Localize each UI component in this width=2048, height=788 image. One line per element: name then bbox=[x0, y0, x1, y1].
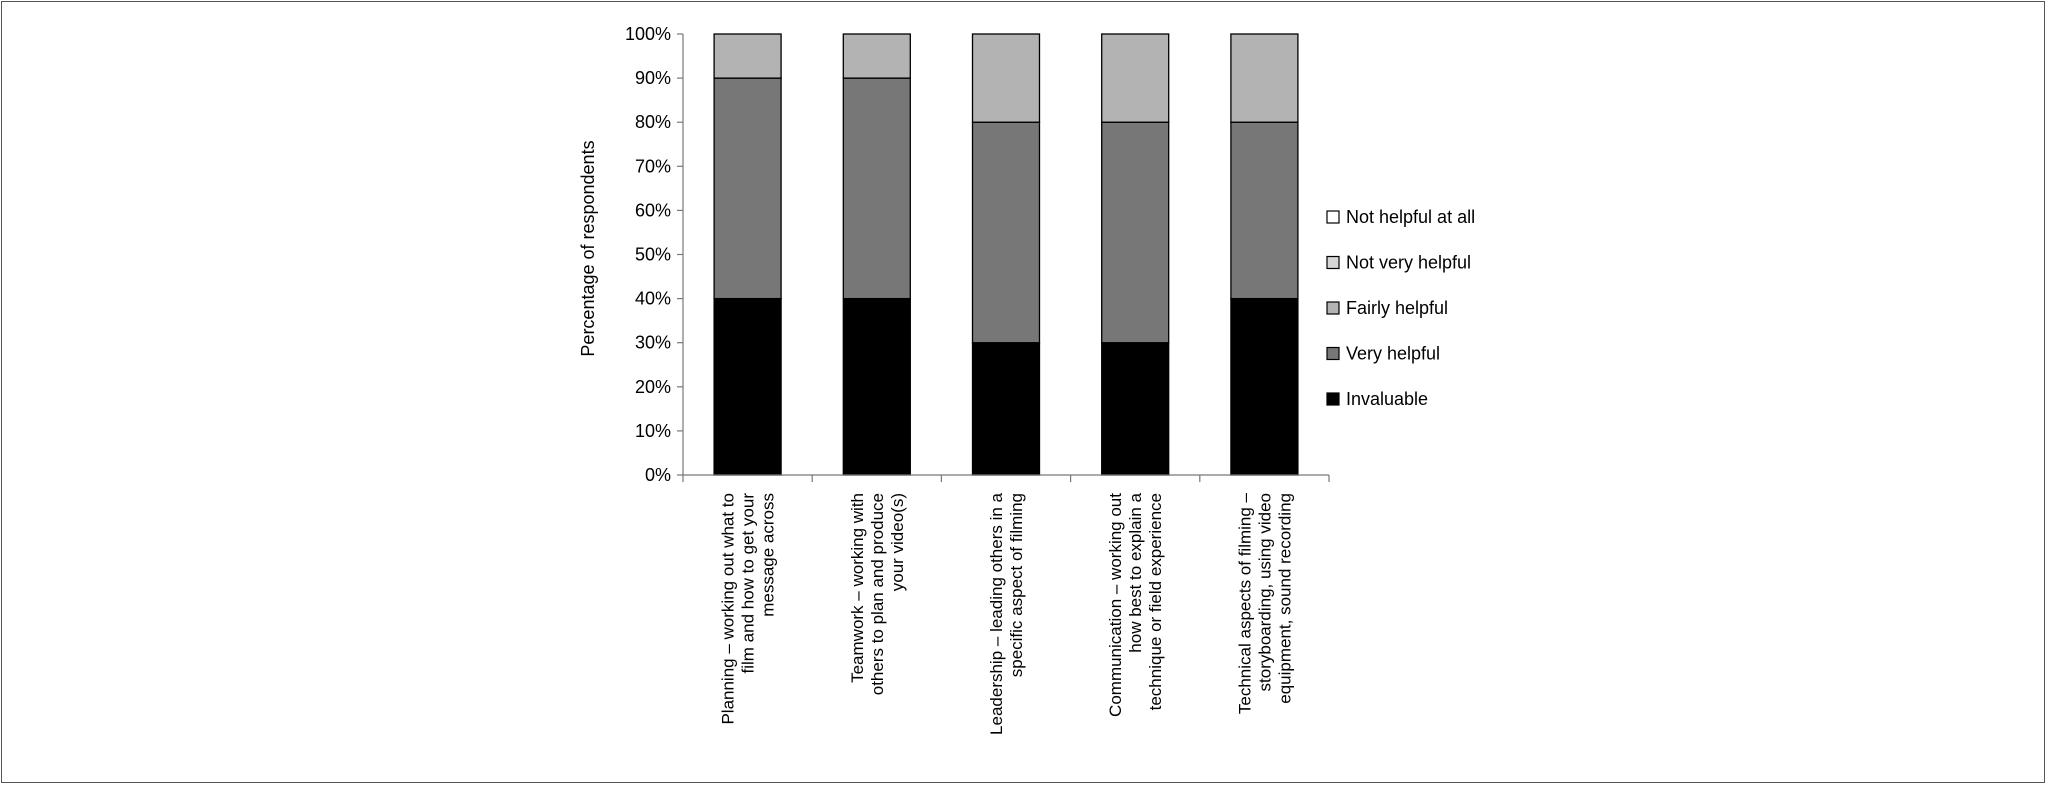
bar-segment-fairly-helpful-cat4 bbox=[1101, 33, 1170, 123]
bar-segment-very-helpful-cat2 bbox=[842, 77, 911, 300]
bar-segment-fairly-helpful-cat1 bbox=[713, 33, 782, 79]
legend-swatch bbox=[1326, 392, 1340, 406]
legend: Not helpful at all Not very helpful Fairly… bbox=[1326, 207, 1475, 409]
bar-segment-invaluable-cat1 bbox=[713, 297, 782, 476]
bar-segment-invaluable-cat5 bbox=[1230, 297, 1299, 476]
bar-segment-invaluable-cat3 bbox=[971, 342, 1041, 476]
legend-item-not-helpful-at-all: Not helpful at all bbox=[1326, 207, 1475, 227]
legend-swatch bbox=[1326, 301, 1340, 315]
y-axis-title: Percentage of respondents bbox=[578, 140, 598, 356]
y-tick-label: 60% bbox=[635, 200, 671, 220]
category-label-line: equipment, sound recording bbox=[1275, 493, 1294, 704]
category-label-5: Technical aspects of filming – storyboard… bbox=[1235, 492, 1294, 714]
legend-item-invaluable: Invaluable bbox=[1326, 389, 1428, 409]
legend-swatch bbox=[1326, 210, 1340, 224]
legend-label: Fairly helpful bbox=[1346, 298, 1448, 318]
legend-label: Very helpful bbox=[1346, 344, 1440, 364]
bars-layer bbox=[713, 33, 1299, 476]
category-label-1: Planning – working out what to film and h… bbox=[719, 493, 778, 725]
category-label-line: Communication – working out bbox=[1106, 493, 1125, 717]
category-label-line: Technical aspects of filming – bbox=[1235, 492, 1254, 714]
category-label-line: how best to explain a bbox=[1126, 492, 1145, 652]
category-label-line: message across bbox=[759, 493, 778, 617]
legend-item-not-very-helpful: Not very helpful bbox=[1326, 253, 1471, 273]
bar-segment-fairly-helpful-cat5 bbox=[1230, 33, 1299, 123]
labels-layer: 0% 10% 20% 30% 40% 50% 60% 70% 80% 90% 100% Percent… bbox=[578, 24, 1294, 735]
y-tick-label: 10% bbox=[635, 421, 671, 441]
category-label-line: your video(s) bbox=[888, 493, 907, 591]
y-tick-label: 20% bbox=[635, 377, 671, 397]
category-label-line: storyboarding, using video bbox=[1255, 493, 1274, 691]
y-tick-label: 90% bbox=[635, 68, 671, 88]
y-tick-label: 40% bbox=[635, 289, 671, 309]
bar-segment-very-helpful-cat1 bbox=[713, 77, 782, 300]
axes-layer bbox=[677, 33, 1330, 482]
category-label-line: specific aspect of filming bbox=[1007, 493, 1026, 677]
category-label-4: Communication – working out how best to e… bbox=[1106, 492, 1165, 716]
legend-label: Invaluable bbox=[1346, 389, 1428, 409]
category-label-line: technique or field experience bbox=[1146, 493, 1165, 710]
bar-segment-very-helpful-cat3 bbox=[971, 121, 1041, 344]
y-tick-label: 70% bbox=[635, 156, 671, 176]
bar-segment-very-helpful-cat5 bbox=[1230, 121, 1299, 300]
y-tick-label: 0% bbox=[645, 465, 671, 485]
category-label-3: Leadership – leading others in a specific… bbox=[987, 492, 1026, 734]
legend-swatch bbox=[1326, 255, 1340, 270]
category-label-2: Teamwork – working with others to plan an… bbox=[848, 493, 907, 695]
bar-segment-fairly-helpful-cat3 bbox=[971, 33, 1041, 123]
category-label-line: others to plan and produce bbox=[868, 493, 887, 695]
y-tick-label: 80% bbox=[635, 112, 671, 132]
legend-label: Not very helpful bbox=[1346, 253, 1471, 273]
legend-item-very-helpful: Very helpful bbox=[1326, 344, 1440, 364]
bar-segment-fairly-helpful-cat2 bbox=[842, 33, 911, 79]
category-label-line: film and how to get your bbox=[739, 493, 758, 674]
legend-label: Not helpful at all bbox=[1346, 207, 1475, 227]
category-label-line: Teamwork – working with bbox=[848, 493, 867, 683]
bar-segment-invaluable-cat2 bbox=[842, 297, 911, 476]
category-label-line: Leadership – leading others in a bbox=[987, 492, 1006, 734]
category-label-line: Planning – working out what to bbox=[719, 493, 738, 725]
legend-swatch bbox=[1326, 346, 1340, 361]
y-tick-label: 50% bbox=[635, 245, 671, 265]
y-tick-label: 30% bbox=[635, 333, 671, 353]
legend-item-fairly-helpful: Fairly helpful bbox=[1326, 298, 1448, 318]
y-tick-label: 100% bbox=[625, 24, 671, 44]
bar-segment-invaluable-cat4 bbox=[1101, 342, 1170, 476]
bar-segment-very-helpful-cat4 bbox=[1101, 121, 1170, 344]
